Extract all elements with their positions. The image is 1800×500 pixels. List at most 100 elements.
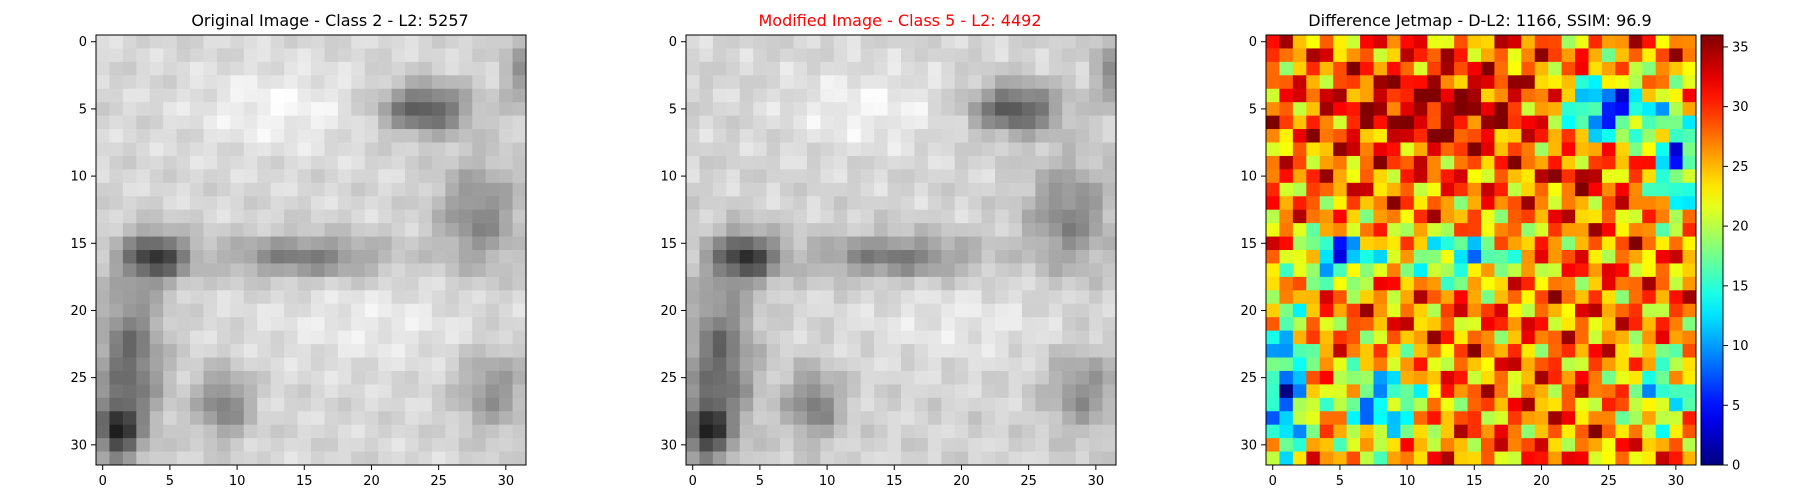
heatmap-cell — [1279, 397, 1294, 412]
heatmap-cell — [766, 438, 781, 452]
heatmap-cell — [927, 182, 942, 197]
heatmap-cell — [1467, 196, 1482, 211]
heatmap-cell — [1427, 330, 1442, 345]
y-tick-label: 5 — [79, 102, 87, 117]
heatmap-cell — [378, 48, 393, 63]
heatmap-cell — [860, 317, 875, 332]
heatmap-cell — [1319, 115, 1334, 130]
heatmap-cell — [324, 424, 339, 439]
heatmap-cell — [364, 115, 379, 130]
heatmap-cell — [1021, 370, 1036, 385]
heatmap-cell — [981, 370, 996, 385]
colorbar-gradient — [1701, 35, 1723, 465]
heatmap-cell — [780, 88, 794, 103]
heatmap-cell — [995, 35, 1009, 49]
heatmap-cell — [472, 370, 487, 385]
heatmap-cell — [1400, 438, 1415, 452]
heatmap-cell — [1035, 438, 1050, 452]
heatmap-cell — [699, 384, 714, 399]
heatmap-cell — [1655, 48, 1670, 63]
heatmap-cell — [1642, 411, 1657, 426]
heatmap-cell — [1319, 451, 1334, 466]
heatmap-cell — [887, 250, 902, 264]
heatmap-cell — [1319, 129, 1334, 143]
heatmap-cell — [1400, 263, 1415, 278]
heatmap-cell — [780, 223, 794, 237]
heatmap-cell — [1548, 290, 1563, 305]
heatmap-cell — [1075, 397, 1090, 412]
heatmap-cell — [445, 303, 460, 318]
heatmap-cell — [512, 411, 527, 426]
heatmap-cell — [1373, 290, 1388, 305]
heatmap-cell — [1089, 250, 1103, 264]
heatmap-cell — [780, 182, 794, 197]
heatmap-cell — [1413, 209, 1428, 224]
heatmap-cell — [418, 250, 433, 264]
heatmap-cell — [405, 424, 419, 439]
heatmap-cell — [1440, 169, 1455, 184]
heatmap-cell — [203, 61, 218, 76]
heatmap-cell — [1266, 223, 1280, 237]
heatmap-cell — [1628, 142, 1643, 157]
heatmap-cell — [1102, 357, 1117, 372]
heatmap-cell — [1642, 142, 1657, 157]
heatmap-cell — [1481, 102, 1495, 117]
heatmap-cell — [1089, 357, 1103, 372]
heatmap-cell — [901, 169, 915, 184]
heatmap-cell — [243, 250, 258, 264]
heatmap-cell — [1035, 169, 1050, 184]
heatmap-cell — [941, 250, 956, 264]
heatmap-cell — [149, 276, 164, 291]
heatmap-cell — [1548, 196, 1563, 211]
heatmap-cell — [297, 330, 312, 345]
heatmap-cell — [1628, 182, 1643, 197]
heatmap-cell — [109, 169, 124, 184]
heatmap-cell — [458, 196, 473, 211]
heatmap-cell — [324, 330, 339, 345]
heatmap-cell — [270, 61, 285, 76]
heatmap-cell — [1507, 290, 1522, 305]
heatmap-cell — [391, 411, 406, 426]
heatmap-cell — [712, 196, 727, 211]
heatmap-cell — [1319, 75, 1334, 90]
heatmap-cell — [806, 182, 821, 197]
heatmap-cell — [1386, 263, 1401, 278]
heatmap-cell — [149, 115, 164, 130]
heatmap-cell — [1669, 357, 1683, 372]
heatmap-cell — [109, 397, 124, 412]
heatmap-cell — [874, 411, 888, 426]
heatmap-cell — [1008, 438, 1023, 452]
heatmap-cell — [1089, 330, 1103, 345]
heatmap-cell — [739, 169, 754, 184]
heatmap-cell — [149, 344, 164, 358]
heatmap-cell — [1427, 370, 1442, 385]
heatmap-cell — [1494, 142, 1509, 157]
heatmap-cell — [391, 276, 406, 291]
heatmap-cell — [1075, 263, 1090, 278]
heatmap-cell — [1035, 250, 1050, 264]
heatmap-cell — [1413, 236, 1428, 251]
heatmap-cell — [1534, 236, 1549, 251]
heatmap-cell — [216, 357, 231, 372]
heatmap-cell — [405, 303, 419, 318]
heatmap-cell — [766, 48, 781, 63]
heatmap-cell — [324, 290, 339, 305]
heatmap-cell — [1601, 61, 1616, 76]
heatmap-cell — [351, 209, 366, 224]
heatmap-cell — [96, 424, 110, 439]
heatmap-cell — [1615, 263, 1630, 278]
heatmap-cell — [1588, 102, 1603, 117]
heatmap-cell — [351, 223, 366, 237]
heatmap-cell — [1048, 223, 1063, 237]
heatmap-cell — [1373, 155, 1388, 170]
heatmap-cell — [712, 451, 727, 466]
heatmap-cell — [954, 61, 969, 76]
heatmap-cell — [472, 236, 487, 251]
heatmap-cell — [860, 303, 875, 318]
heatmap-cell — [726, 330, 741, 345]
heatmap-cell — [1628, 155, 1643, 170]
heatmap-cell — [1089, 88, 1103, 103]
heatmap-cell — [1521, 451, 1536, 466]
heatmap-cell — [270, 344, 285, 358]
heatmap-cell — [860, 424, 875, 439]
